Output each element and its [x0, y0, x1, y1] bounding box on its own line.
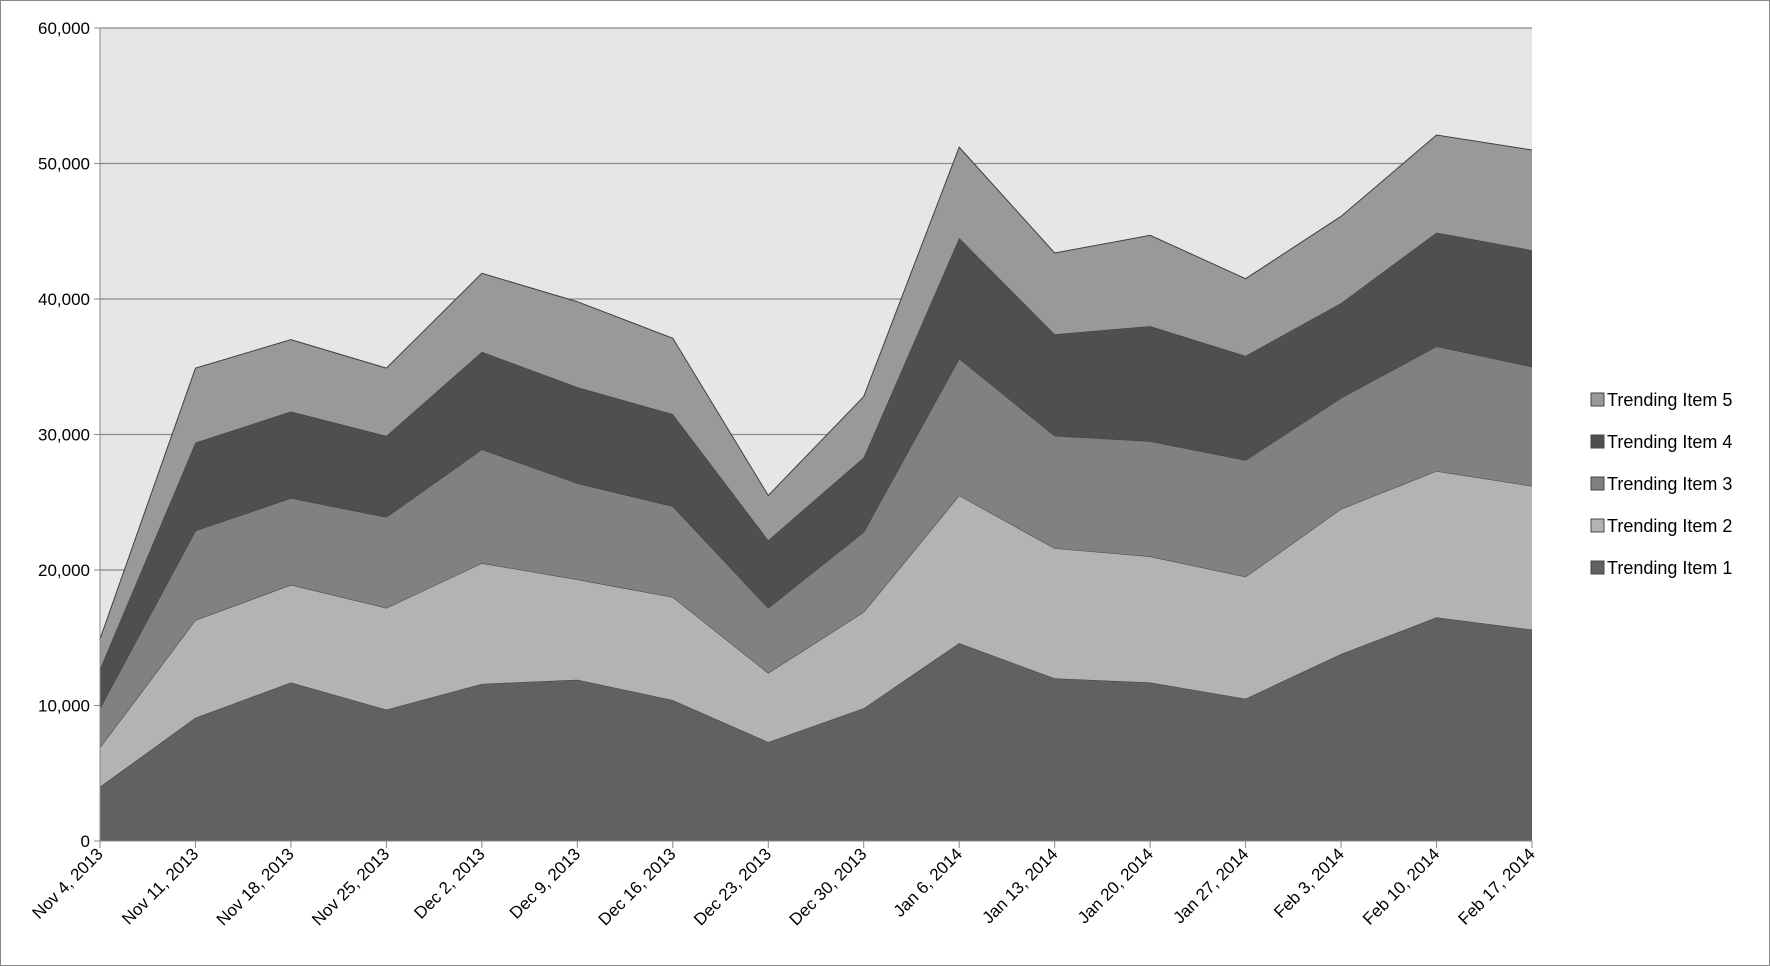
area-trending-item-1: [100, 617, 1532, 841]
y-tick-label: 60,000: [38, 19, 90, 38]
legend-swatch: [1590, 434, 1605, 449]
x-tick-label: Dec 9, 2013: [506, 844, 584, 922]
legend-swatch: [1590, 392, 1605, 407]
area-trending-item-5: [100, 135, 1532, 669]
y-tick-label: 50,000: [38, 155, 90, 174]
legend-label: Trending Item 4: [1607, 432, 1732, 452]
y-tick-label: 20,000: [38, 561, 90, 580]
x-tick-label: Dec 16, 2013: [595, 844, 680, 929]
x-tick-label: Dec 23, 2013: [690, 844, 775, 929]
x-tick-label: Feb 3, 2014: [1270, 844, 1348, 922]
x-tick-label: Nov 18, 2013: [213, 844, 298, 929]
legend-swatch: [1590, 476, 1605, 491]
series-line: [99, 134, 1533, 640]
legend-label: Trending Item 5: [1607, 390, 1732, 410]
legend-swatch: [1590, 518, 1605, 533]
x-tick-label: Dec 30, 2013: [786, 844, 871, 929]
legend-swatch: [1590, 560, 1605, 575]
x-tick-label: Feb 17, 2014: [1455, 844, 1539, 928]
x-tick-label: Nov 4, 2013: [29, 844, 107, 922]
legend-label: Trending Item 3: [1607, 474, 1732, 494]
area-trending-item-4: [100, 232, 1532, 709]
x-tick-label: Jan 6, 2014: [890, 844, 966, 920]
x-tick-label: Nov 25, 2013: [308, 844, 393, 929]
legend-label: Trending Item 1: [1607, 558, 1732, 578]
area-trending-item-2: [100, 471, 1532, 787]
x-tick-label: Jan 27, 2014: [1169, 844, 1252, 927]
x-tick-label: Feb 10, 2014: [1359, 844, 1443, 928]
x-tick-label: Nov 11, 2013: [118, 844, 202, 928]
y-tick-label: 10,000: [38, 697, 90, 716]
x-tick-label: Jan 13, 2014: [979, 844, 1062, 927]
y-tick-label: 30,000: [38, 426, 90, 445]
area-trending-item-3: [100, 346, 1532, 748]
legend: Trending Item 5 Trending Item 4 Trending I…: [1590, 390, 1732, 578]
y-tick-label: 0: [81, 832, 90, 851]
x-tick-label: Jan 20, 2014: [1074, 844, 1157, 927]
legend-label: Trending Item 2: [1607, 516, 1732, 536]
x-tick-label: Dec 2, 2013: [410, 844, 488, 922]
y-tick-label: 40,000: [38, 290, 90, 309]
